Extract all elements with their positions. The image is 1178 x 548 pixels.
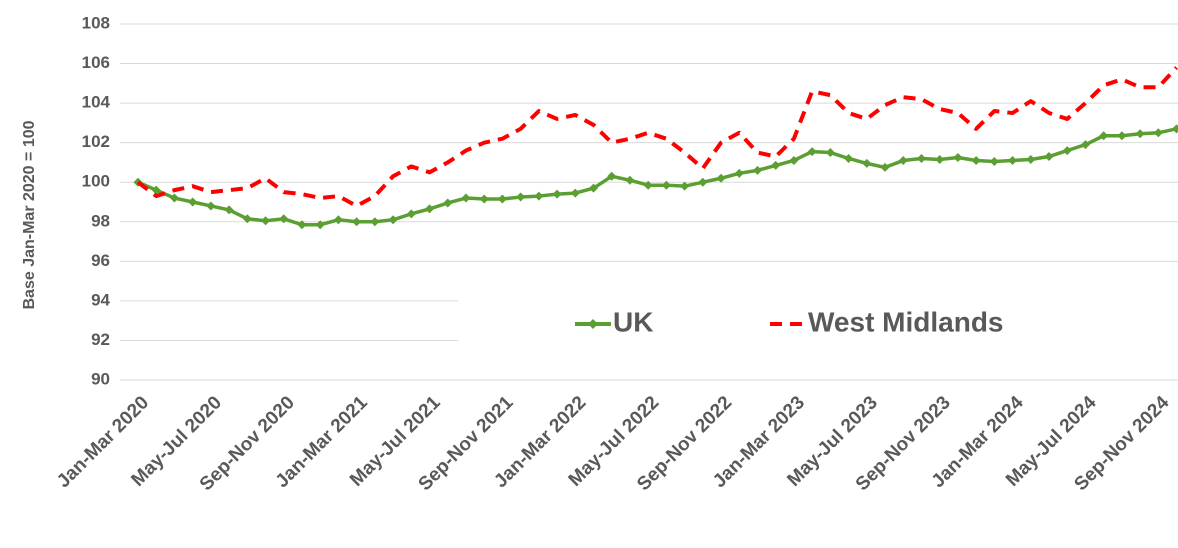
y-tick-label: 92 — [91, 330, 110, 349]
marker — [206, 201, 216, 211]
marker — [1080, 140, 1090, 150]
y-tick-label: 108 — [82, 13, 110, 32]
marker — [406, 209, 416, 219]
marker — [333, 215, 343, 225]
marker — [1044, 152, 1054, 162]
marker — [552, 189, 562, 199]
marker — [698, 177, 708, 187]
marker — [570, 188, 580, 198]
marker — [1117, 131, 1127, 141]
marker — [844, 153, 854, 163]
marker — [825, 148, 835, 158]
y-tick-label: 96 — [91, 251, 110, 270]
marker — [752, 165, 762, 175]
marker — [370, 217, 380, 227]
y-tick-label: 94 — [91, 290, 110, 309]
marker — [734, 168, 744, 178]
marker — [680, 181, 690, 191]
y-tick-label: 106 — [82, 53, 110, 72]
y-tick-label: 90 — [91, 369, 110, 388]
y-tick-label: 104 — [82, 93, 111, 112]
y-axis-label: Base Jan-Mar 2020 = 100 — [21, 120, 38, 309]
marker — [661, 180, 671, 190]
marker — [279, 214, 289, 224]
marker — [1099, 131, 1109, 141]
y-tick-label: 100 — [82, 172, 110, 191]
marker — [461, 193, 471, 203]
legend-label: West Midlands — [808, 306, 1004, 337]
marker — [1135, 129, 1145, 139]
marker — [443, 198, 453, 208]
marker — [169, 193, 179, 203]
series-line — [137, 127, 1177, 227]
marker — [388, 215, 398, 225]
marker — [607, 171, 617, 181]
marker — [534, 191, 544, 201]
marker — [935, 154, 945, 164]
marker — [497, 194, 507, 204]
marker — [188, 197, 198, 207]
legend-marker — [588, 319, 598, 329]
y-tick-label: 102 — [82, 132, 110, 151]
marker — [315, 220, 325, 230]
marker — [880, 162, 890, 172]
marker — [242, 214, 252, 224]
marker — [425, 204, 435, 214]
marker — [716, 173, 726, 183]
marker — [625, 175, 635, 185]
marker — [297, 220, 307, 230]
marker — [589, 183, 598, 193]
marker — [898, 155, 908, 165]
marker — [261, 216, 271, 226]
marker — [953, 153, 963, 162]
marker — [1026, 154, 1036, 164]
marker — [516, 192, 526, 202]
marker — [224, 205, 234, 215]
marker — [1153, 128, 1163, 138]
marker — [151, 185, 161, 195]
marker — [1172, 124, 1178, 134]
marker — [971, 155, 981, 165]
legend-label: UK — [613, 306, 653, 337]
marker — [352, 217, 362, 227]
y-tick-label: 98 — [91, 211, 110, 230]
marker — [807, 147, 817, 157]
marker — [1062, 146, 1072, 156]
marker — [771, 160, 781, 170]
marker — [643, 180, 653, 190]
marker — [862, 158, 872, 168]
marker — [789, 155, 799, 165]
marker — [989, 156, 999, 166]
marker — [916, 153, 926, 163]
marker — [1008, 155, 1018, 165]
series-line — [136, 66, 1178, 208]
marker — [479, 194, 489, 204]
